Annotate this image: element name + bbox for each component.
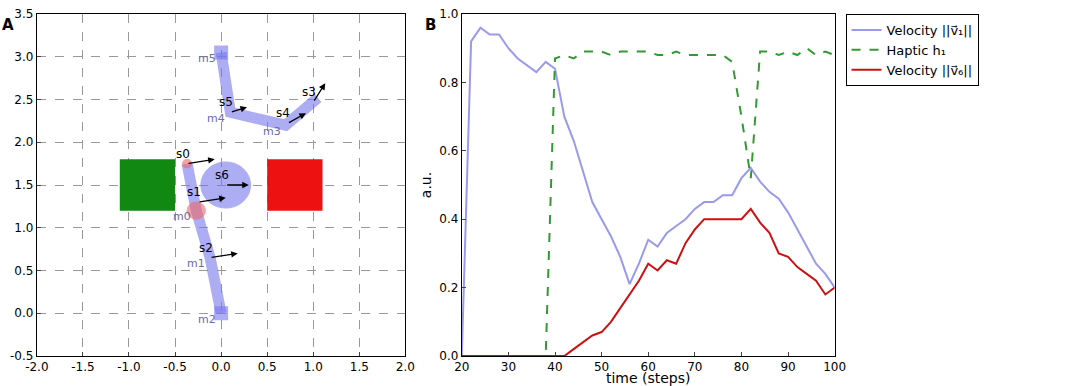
svg-text:-1.5: -1.5 (71, 360, 94, 374)
svg-text:s5: s5 (219, 95, 233, 109)
svg-text:3.5: 3.5 (14, 7, 33, 21)
svg-text:m2: m2 (198, 313, 216, 326)
svg-text:Velocity ||v⃗₁||: Velocity ||v⃗₁|| (887, 23, 973, 38)
svg-text:m1: m1 (187, 257, 205, 270)
svg-text:Haptic h₁: Haptic h₁ (887, 43, 946, 58)
svg-text:70: 70 (687, 360, 702, 374)
svg-text:0.0: 0.0 (212, 360, 231, 374)
svg-text:s3: s3 (302, 85, 316, 99)
svg-text:30: 30 (501, 360, 516, 374)
svg-text:s6: s6 (215, 168, 229, 182)
svg-text:B: B (425, 16, 436, 34)
svg-text:80: 80 (734, 360, 749, 374)
svg-text:-2.0: -2.0 (25, 360, 48, 374)
svg-text:0.0: 0.0 (14, 306, 33, 320)
svg-text:90: 90 (780, 360, 795, 374)
svg-text:0.2: 0.2 (439, 281, 458, 295)
svg-text:m4: m4 (207, 112, 225, 125)
svg-text:3.0: 3.0 (14, 50, 33, 64)
svg-text:a.u.: a.u. (418, 172, 434, 198)
svg-text:0.6: 0.6 (439, 144, 458, 158)
svg-text:A: A (2, 16, 14, 34)
svg-text:s1: s1 (187, 185, 201, 199)
svg-text:0.4: 0.4 (439, 212, 458, 226)
svg-text:2.5: 2.5 (14, 93, 33, 107)
svg-text:50: 50 (594, 360, 609, 374)
svg-text:0.5: 0.5 (258, 360, 277, 374)
svg-text:2.0: 2.0 (14, 135, 33, 149)
svg-text:1.5: 1.5 (350, 360, 369, 374)
svg-text:0.8: 0.8 (439, 76, 458, 90)
svg-text:1.0: 1.0 (14, 221, 33, 235)
svg-text:-0.5: -0.5 (163, 360, 186, 374)
svg-text:m3: m3 (263, 125, 281, 138)
svg-text:s2: s2 (199, 241, 213, 255)
svg-text:60: 60 (641, 360, 656, 374)
svg-text:1.0: 1.0 (439, 7, 458, 21)
svg-text:s4: s4 (276, 106, 290, 120)
svg-text:0.0: 0.0 (439, 349, 458, 363)
svg-text:Velocity ||v⃗₆||: Velocity ||v⃗₆|| (887, 63, 973, 78)
svg-text:s0: s0 (176, 147, 190, 161)
svg-text:0.5: 0.5 (14, 264, 33, 278)
svg-text:m5: m5 (198, 52, 216, 65)
svg-text:m0: m0 (173, 210, 191, 223)
svg-text:-0.5: -0.5 (10, 349, 33, 363)
svg-text:time (steps): time (steps) (606, 370, 691, 386)
svg-text:-1.0: -1.0 (117, 360, 140, 374)
svg-text:40: 40 (547, 360, 562, 374)
svg-text:1.0: 1.0 (304, 360, 323, 374)
svg-text:1.5: 1.5 (14, 178, 33, 192)
svg-text:100: 100 (823, 360, 846, 374)
svg-text:20: 20 (454, 360, 469, 374)
svg-text:2.0: 2.0 (396, 360, 415, 374)
